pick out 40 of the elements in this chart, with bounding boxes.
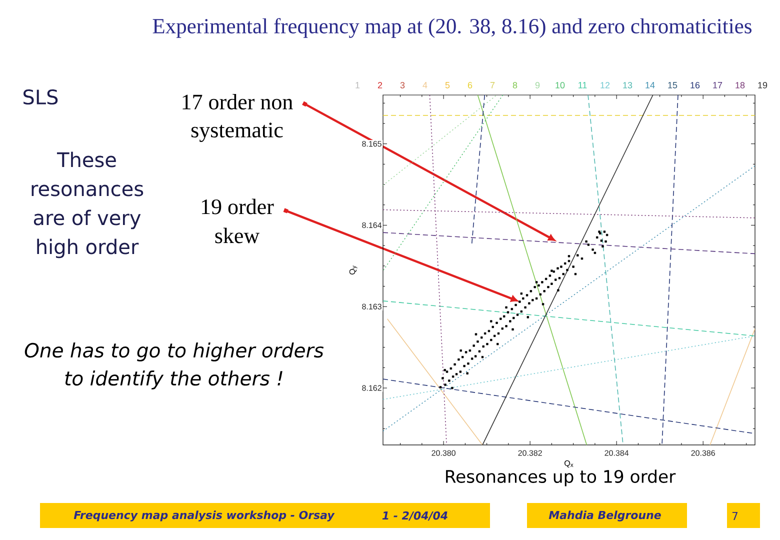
annotation: 19 order skew (202, 198, 274, 244)
x-axis-title: Q$_{x}$ (564, 460, 574, 468)
text: 8 (512, 82, 518, 88)
legend-label: 7 (490, 82, 495, 88)
y-tick-label: 8.162 (362, 385, 382, 391)
x-tick-label: 20.386 (691, 450, 715, 456)
y-tick-label: 8.163 (362, 304, 382, 310)
text: 19 (758, 82, 768, 88)
legend-label: 5 (445, 82, 450, 88)
text: 17 (713, 82, 722, 88)
chart-title: Experimental frequency map at (20. 38, 8.16) and zero chromaticities (152, 18, 752, 38)
legend-label: 15 (668, 82, 678, 88)
x-tick-label: 20.382 (518, 450, 542, 456)
text: One has to go to higher orders to identify the others ! (24, 342, 324, 390)
text: 18 (736, 82, 745, 88)
text: Resonances up to 19 order (446, 470, 676, 486)
legend-label: 1 (356, 82, 360, 88)
y-tick-label: 8.165 (362, 141, 382, 147)
text: 13 (623, 82, 632, 88)
text: 12 (600, 82, 610, 88)
x-tick-label: 20.380 (432, 450, 456, 456)
y-tick-label: 8.164 (362, 222, 382, 228)
annotation: 17 order non systematic (182, 94, 293, 142)
text: 4 (422, 82, 428, 88)
legend-label: 3 (400, 82, 405, 88)
text: 6 (468, 82, 472, 88)
text: These resonances are of very high order (32, 152, 144, 258)
text: 10 (556, 82, 565, 88)
x-tick-label: 20.384 (604, 450, 629, 456)
text: SLS (24, 89, 58, 105)
series-label: 16 (690, 82, 700, 88)
text: 11 (578, 82, 587, 88)
legend-label: 2 (378, 82, 382, 88)
text: 1 - 2/04/04 (382, 511, 448, 521)
text: 14 (646, 82, 655, 88)
text: 9 (535, 82, 540, 88)
y-axis-title: Q$_{y}$ (349, 266, 358, 274)
text: 7 (732, 512, 738, 520)
text: Mahdia Belgroune (548, 510, 661, 522)
text: Frequency map analysis workshop - Orsay (74, 510, 335, 522)
